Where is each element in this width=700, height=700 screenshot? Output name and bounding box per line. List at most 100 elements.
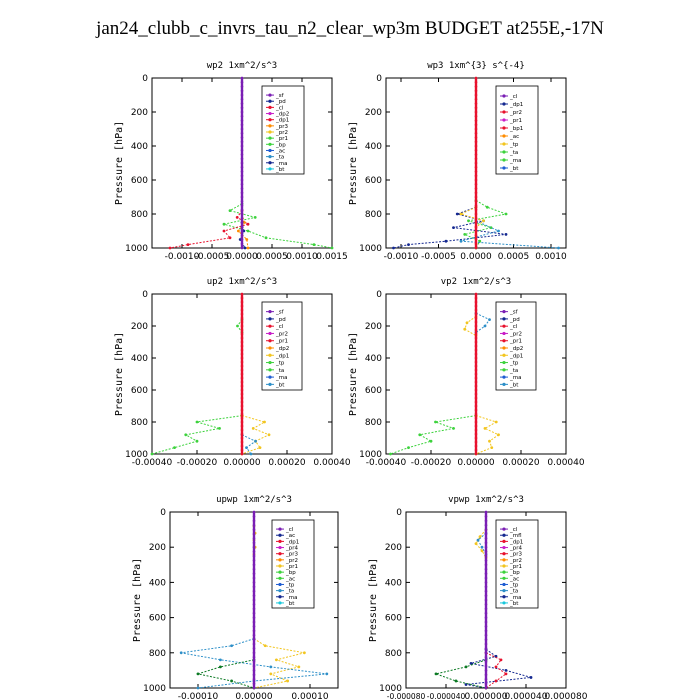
data-point bbox=[484, 673, 488, 677]
data-point bbox=[240, 136, 244, 139]
y-tick-label: 1000 bbox=[359, 244, 382, 254]
data-point bbox=[195, 439, 199, 443]
data-point bbox=[474, 396, 478, 400]
panel-title: wp3 1xm^{3} s^{-4} bbox=[427, 61, 525, 71]
data-point bbox=[484, 537, 488, 540]
data-point bbox=[484, 625, 488, 628]
data-point bbox=[494, 654, 498, 658]
data-point bbox=[474, 296, 478, 300]
data-point bbox=[474, 416, 478, 420]
data-point bbox=[454, 679, 458, 683]
data-point bbox=[245, 238, 249, 241]
data-point bbox=[240, 352, 244, 356]
data-point bbox=[168, 246, 172, 250]
data-point bbox=[474, 392, 478, 396]
legend-entry: _dp1 bbox=[509, 102, 523, 108]
data-point bbox=[474, 448, 478, 452]
data-point bbox=[252, 581, 256, 584]
data-point bbox=[252, 611, 256, 615]
x-tick-label: -0.00020 bbox=[411, 458, 452, 468]
legend-entry: _ma bbox=[275, 375, 287, 381]
legend-entry: _pr4 bbox=[285, 546, 299, 552]
y-tick-label: 400 bbox=[385, 578, 402, 588]
data-point bbox=[474, 364, 478, 368]
data-point bbox=[240, 400, 244, 404]
legend-marker bbox=[502, 331, 506, 336]
y-axis-label: Pressure [hPa] bbox=[114, 121, 125, 205]
y-tick-label: 1000 bbox=[125, 244, 148, 254]
data-point bbox=[240, 76, 244, 80]
data-point bbox=[474, 400, 478, 404]
y-axis-label: Pressure [hPa] bbox=[368, 558, 379, 642]
data-point bbox=[252, 642, 256, 646]
data-point bbox=[474, 372, 478, 376]
y-tick-label: 200 bbox=[131, 108, 148, 118]
legend-entry: _pr3 bbox=[285, 552, 299, 558]
data-point bbox=[252, 541, 256, 545]
legend-marker bbox=[502, 552, 506, 556]
chart-panel-1: wp2 1xm^2/s^3 0 200 400 600 800 1000 Pressure [… bbox=[114, 61, 348, 262]
data-point bbox=[474, 452, 478, 456]
data-point bbox=[240, 106, 244, 110]
legend-entry: _tp bbox=[509, 582, 519, 588]
legend-marker bbox=[502, 102, 506, 106]
data-point bbox=[240, 372, 244, 376]
data-point bbox=[474, 336, 478, 340]
data-point bbox=[240, 324, 244, 328]
data-point bbox=[240, 80, 244, 84]
data-point bbox=[504, 669, 508, 672]
y-tick-label: 400 bbox=[365, 354, 382, 364]
legend-entry: _ac bbox=[275, 148, 285, 154]
data-point bbox=[434, 672, 438, 676]
legend-entry: _ma bbox=[285, 595, 297, 601]
data-point bbox=[240, 187, 244, 190]
legend-marker bbox=[502, 368, 506, 372]
data-point bbox=[240, 233, 244, 237]
series-line bbox=[464, 315, 477, 337]
data-point bbox=[240, 199, 244, 203]
data-point bbox=[474, 131, 478, 135]
legend-entry: _pr3 bbox=[509, 552, 523, 558]
y-tick-label: 600 bbox=[131, 386, 148, 396]
legend-marker bbox=[502, 360, 506, 365]
legend-marker bbox=[502, 118, 506, 122]
data-point bbox=[474, 161, 478, 165]
data-point bbox=[499, 658, 503, 662]
x-tick-label: 0.0010 bbox=[535, 252, 567, 262]
data-point bbox=[253, 216, 257, 219]
data-point bbox=[240, 304, 244, 308]
series-line bbox=[181, 638, 327, 689]
data-point bbox=[474, 212, 478, 216]
data-point bbox=[407, 446, 410, 449]
data-point bbox=[474, 148, 478, 152]
data-point bbox=[474, 85, 478, 88]
data-point bbox=[240, 114, 244, 118]
data-point bbox=[474, 238, 478, 241]
legend-entry: _cl bbox=[275, 324, 284, 330]
legend-marker bbox=[502, 310, 506, 314]
legend-marker bbox=[502, 539, 506, 543]
data-point bbox=[240, 246, 244, 250]
data-point bbox=[240, 320, 244, 324]
data-point bbox=[240, 420, 244, 424]
x-tick-label: 0.00000 bbox=[235, 692, 272, 700]
data-point bbox=[240, 388, 244, 392]
data-point bbox=[474, 127, 478, 131]
legend-marker bbox=[268, 317, 272, 321]
legend-marker bbox=[502, 110, 506, 114]
data-point bbox=[484, 576, 488, 580]
data-point bbox=[474, 123, 478, 127]
data-point bbox=[484, 629, 488, 633]
legend-entry: _cl bbox=[509, 324, 518, 330]
data-point bbox=[240, 308, 244, 312]
data-point bbox=[252, 629, 256, 633]
data-point bbox=[252, 607, 256, 611]
legend-marker bbox=[268, 353, 272, 357]
data-point bbox=[484, 528, 488, 531]
data-point bbox=[252, 669, 256, 672]
data-point bbox=[230, 644, 234, 648]
data-point bbox=[240, 170, 244, 173]
data-point bbox=[474, 225, 478, 229]
data-point bbox=[252, 625, 256, 628]
data-point bbox=[240, 165, 244, 169]
